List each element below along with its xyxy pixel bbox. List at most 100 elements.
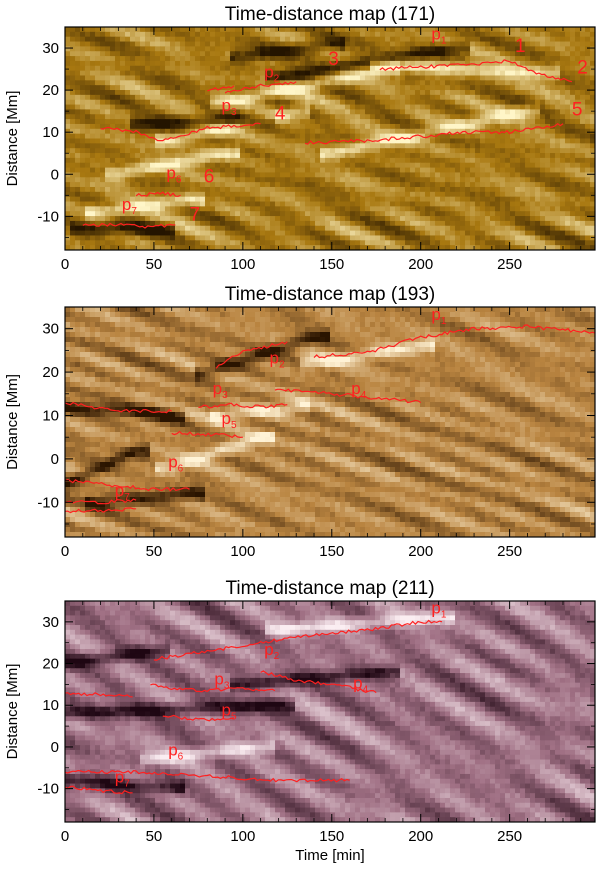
heatmap-cell [495,46,501,51]
heatmap-cell [230,66,236,71]
heatmap-cell [75,66,81,71]
heatmap-cell [415,129,421,134]
heatmap-cell [575,172,581,177]
heatmap-cell [515,85,521,90]
heatmap-cell [205,32,211,37]
heatmap-cell [245,211,251,216]
heatmap-cell [545,240,551,245]
heatmap-cell [135,134,141,139]
heatmap-cell [200,226,206,231]
heatmap-cell [455,105,461,110]
heatmap-cell [100,143,106,148]
heatmap-cell [280,211,286,216]
heatmap-cell [290,153,296,158]
heatmap-cell [555,32,561,37]
heatmap-cell [570,226,576,231]
heatmap-cell [255,182,261,187]
heatmap-cell [560,85,566,90]
heatmap-cell [410,56,416,61]
heatmap-cell [150,197,156,202]
heatmap-cell [340,134,346,139]
heatmap-cell [455,221,461,226]
heatmap-cell [240,61,246,66]
heatmap-cell [225,172,231,177]
heatmap-cell [425,163,431,168]
heatmap-cell [545,226,551,231]
heatmap-cell [290,27,296,32]
heatmap-cell [90,172,96,177]
heatmap-cell [525,221,531,226]
heatmap-cell [80,211,86,216]
heatmap-cell [165,100,171,105]
heatmap-cell [260,109,266,114]
heatmap-cell [115,119,121,124]
heatmap-cell [290,143,296,148]
heatmap-cell [575,231,581,236]
heatmap-cell [405,129,411,134]
heatmap-cell [135,105,141,110]
heatmap-cell [385,119,391,124]
heatmap-cell [405,119,411,124]
heatmap-cell [480,66,486,71]
heatmap-cell [345,100,351,105]
heatmap-cell [375,124,381,129]
heatmap-cell [275,240,281,245]
heatmap-cell [220,71,226,76]
heatmap-cell [435,221,441,226]
heatmap-cell [150,100,156,105]
heatmap-cell [460,71,466,76]
heatmap-cell [120,119,126,124]
heatmap-cell [220,46,226,51]
heatmap-cell [85,119,91,124]
heatmap-cell [585,105,591,110]
heatmap-cell [380,32,386,37]
heatmap-cell [365,61,371,66]
heatmap-cell [580,153,586,158]
heatmap-cell [85,172,91,177]
heatmap-cell [90,192,96,197]
heatmap-cell [150,172,156,177]
heatmap-cell [310,95,316,100]
heatmap-cell [70,114,76,119]
heatmap-cell [285,231,291,236]
heatmap-cell [515,95,521,100]
heatmap-cell [510,240,516,245]
heatmap-cell [280,177,286,182]
heatmap-cell [480,172,486,177]
heatmap-cell [70,134,76,139]
heatmap-cell [545,119,551,124]
heatmap-cell [300,119,306,124]
heatmap-cell [235,192,241,197]
heatmap-cell [380,187,386,192]
heatmap-cell [475,42,481,47]
heatmap-cell [450,37,456,42]
heatmap-cell [370,71,376,76]
heatmap-cell [585,114,591,119]
heatmap-cell [75,71,81,76]
heatmap-cell [455,75,461,80]
heatmap-cell [555,177,561,182]
heatmap-cell [135,85,141,90]
heatmap-cell [90,114,96,119]
heatmap-cell [405,105,411,110]
heatmap-cell [220,158,226,163]
heatmap-cell [305,66,311,71]
heatmap-cell [270,221,276,226]
heatmap-cell [350,177,356,182]
heatmap-cell [115,105,121,110]
heatmap-cell [110,85,116,90]
heatmap-cell [585,46,591,51]
heatmap-cell [345,177,351,182]
heatmap-cell [385,80,391,85]
heatmap-cell [225,240,231,245]
heatmap-cell [180,163,186,168]
heatmap-cell [530,139,536,144]
heatmap-cell [300,66,306,71]
heatmap-cell [300,114,306,119]
heatmap-cell [180,37,186,42]
heatmap-cell [300,71,306,76]
heatmap-cell [390,153,396,158]
heatmap-cell [550,129,556,134]
heatmap-cell [420,192,426,197]
heatmap-cell [405,221,411,226]
